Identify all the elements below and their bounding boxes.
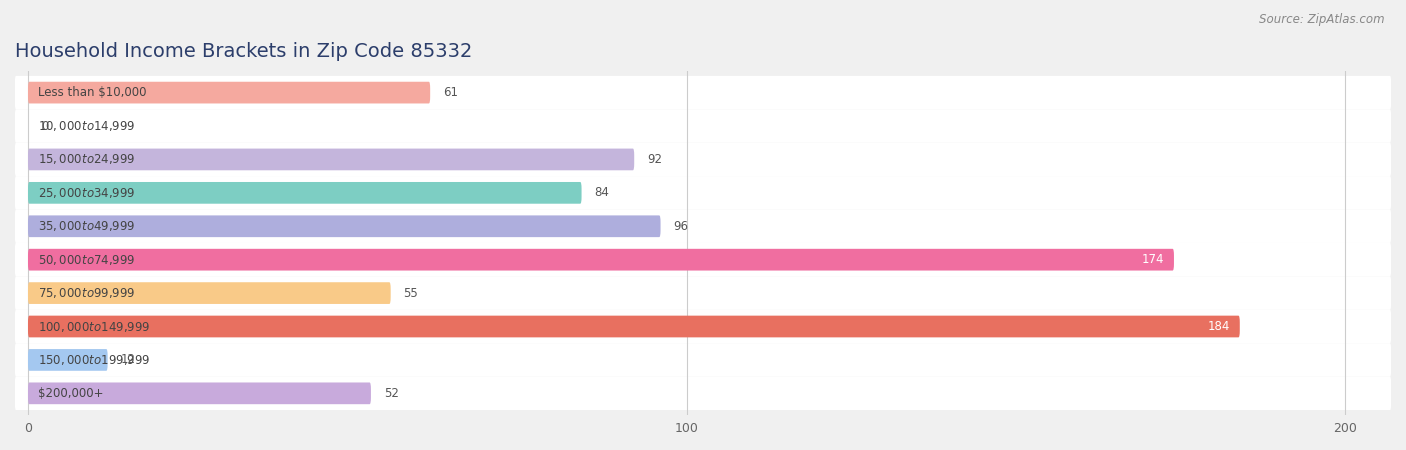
Text: 12: 12 <box>121 353 135 366</box>
Text: $200,000+: $200,000+ <box>38 387 104 400</box>
Text: Less than $10,000: Less than $10,000 <box>38 86 146 99</box>
FancyBboxPatch shape <box>15 377 1391 410</box>
Text: 0: 0 <box>42 120 49 132</box>
FancyBboxPatch shape <box>28 182 582 204</box>
FancyBboxPatch shape <box>15 176 1391 210</box>
Text: $150,000 to $199,999: $150,000 to $199,999 <box>38 353 150 367</box>
Text: 96: 96 <box>673 220 689 233</box>
FancyBboxPatch shape <box>15 243 1391 276</box>
FancyBboxPatch shape <box>15 76 1391 109</box>
FancyBboxPatch shape <box>15 276 1391 310</box>
FancyBboxPatch shape <box>28 148 634 170</box>
FancyBboxPatch shape <box>28 216 661 237</box>
FancyBboxPatch shape <box>28 282 391 304</box>
Text: 55: 55 <box>404 287 418 300</box>
FancyBboxPatch shape <box>15 310 1391 343</box>
FancyBboxPatch shape <box>28 249 1174 270</box>
Text: $35,000 to $49,999: $35,000 to $49,999 <box>38 219 135 233</box>
Text: 92: 92 <box>647 153 662 166</box>
FancyBboxPatch shape <box>15 210 1391 243</box>
Text: $25,000 to $34,999: $25,000 to $34,999 <box>38 186 135 200</box>
Text: $100,000 to $149,999: $100,000 to $149,999 <box>38 320 150 333</box>
Text: $75,000 to $99,999: $75,000 to $99,999 <box>38 286 135 300</box>
FancyBboxPatch shape <box>28 349 108 371</box>
FancyBboxPatch shape <box>15 343 1391 377</box>
FancyBboxPatch shape <box>15 109 1391 143</box>
Text: $10,000 to $14,999: $10,000 to $14,999 <box>38 119 135 133</box>
Text: $50,000 to $74,999: $50,000 to $74,999 <box>38 253 135 267</box>
FancyBboxPatch shape <box>28 315 1240 338</box>
Text: Household Income Brackets in Zip Code 85332: Household Income Brackets in Zip Code 85… <box>15 42 472 61</box>
Text: 61: 61 <box>443 86 458 99</box>
Text: 174: 174 <box>1142 253 1164 266</box>
FancyBboxPatch shape <box>28 382 371 404</box>
Text: $15,000 to $24,999: $15,000 to $24,999 <box>38 153 135 166</box>
FancyBboxPatch shape <box>15 143 1391 176</box>
Text: 52: 52 <box>384 387 399 400</box>
Text: 184: 184 <box>1208 320 1230 333</box>
FancyBboxPatch shape <box>28 82 430 104</box>
Text: 84: 84 <box>595 186 609 199</box>
Text: Source: ZipAtlas.com: Source: ZipAtlas.com <box>1260 14 1385 27</box>
